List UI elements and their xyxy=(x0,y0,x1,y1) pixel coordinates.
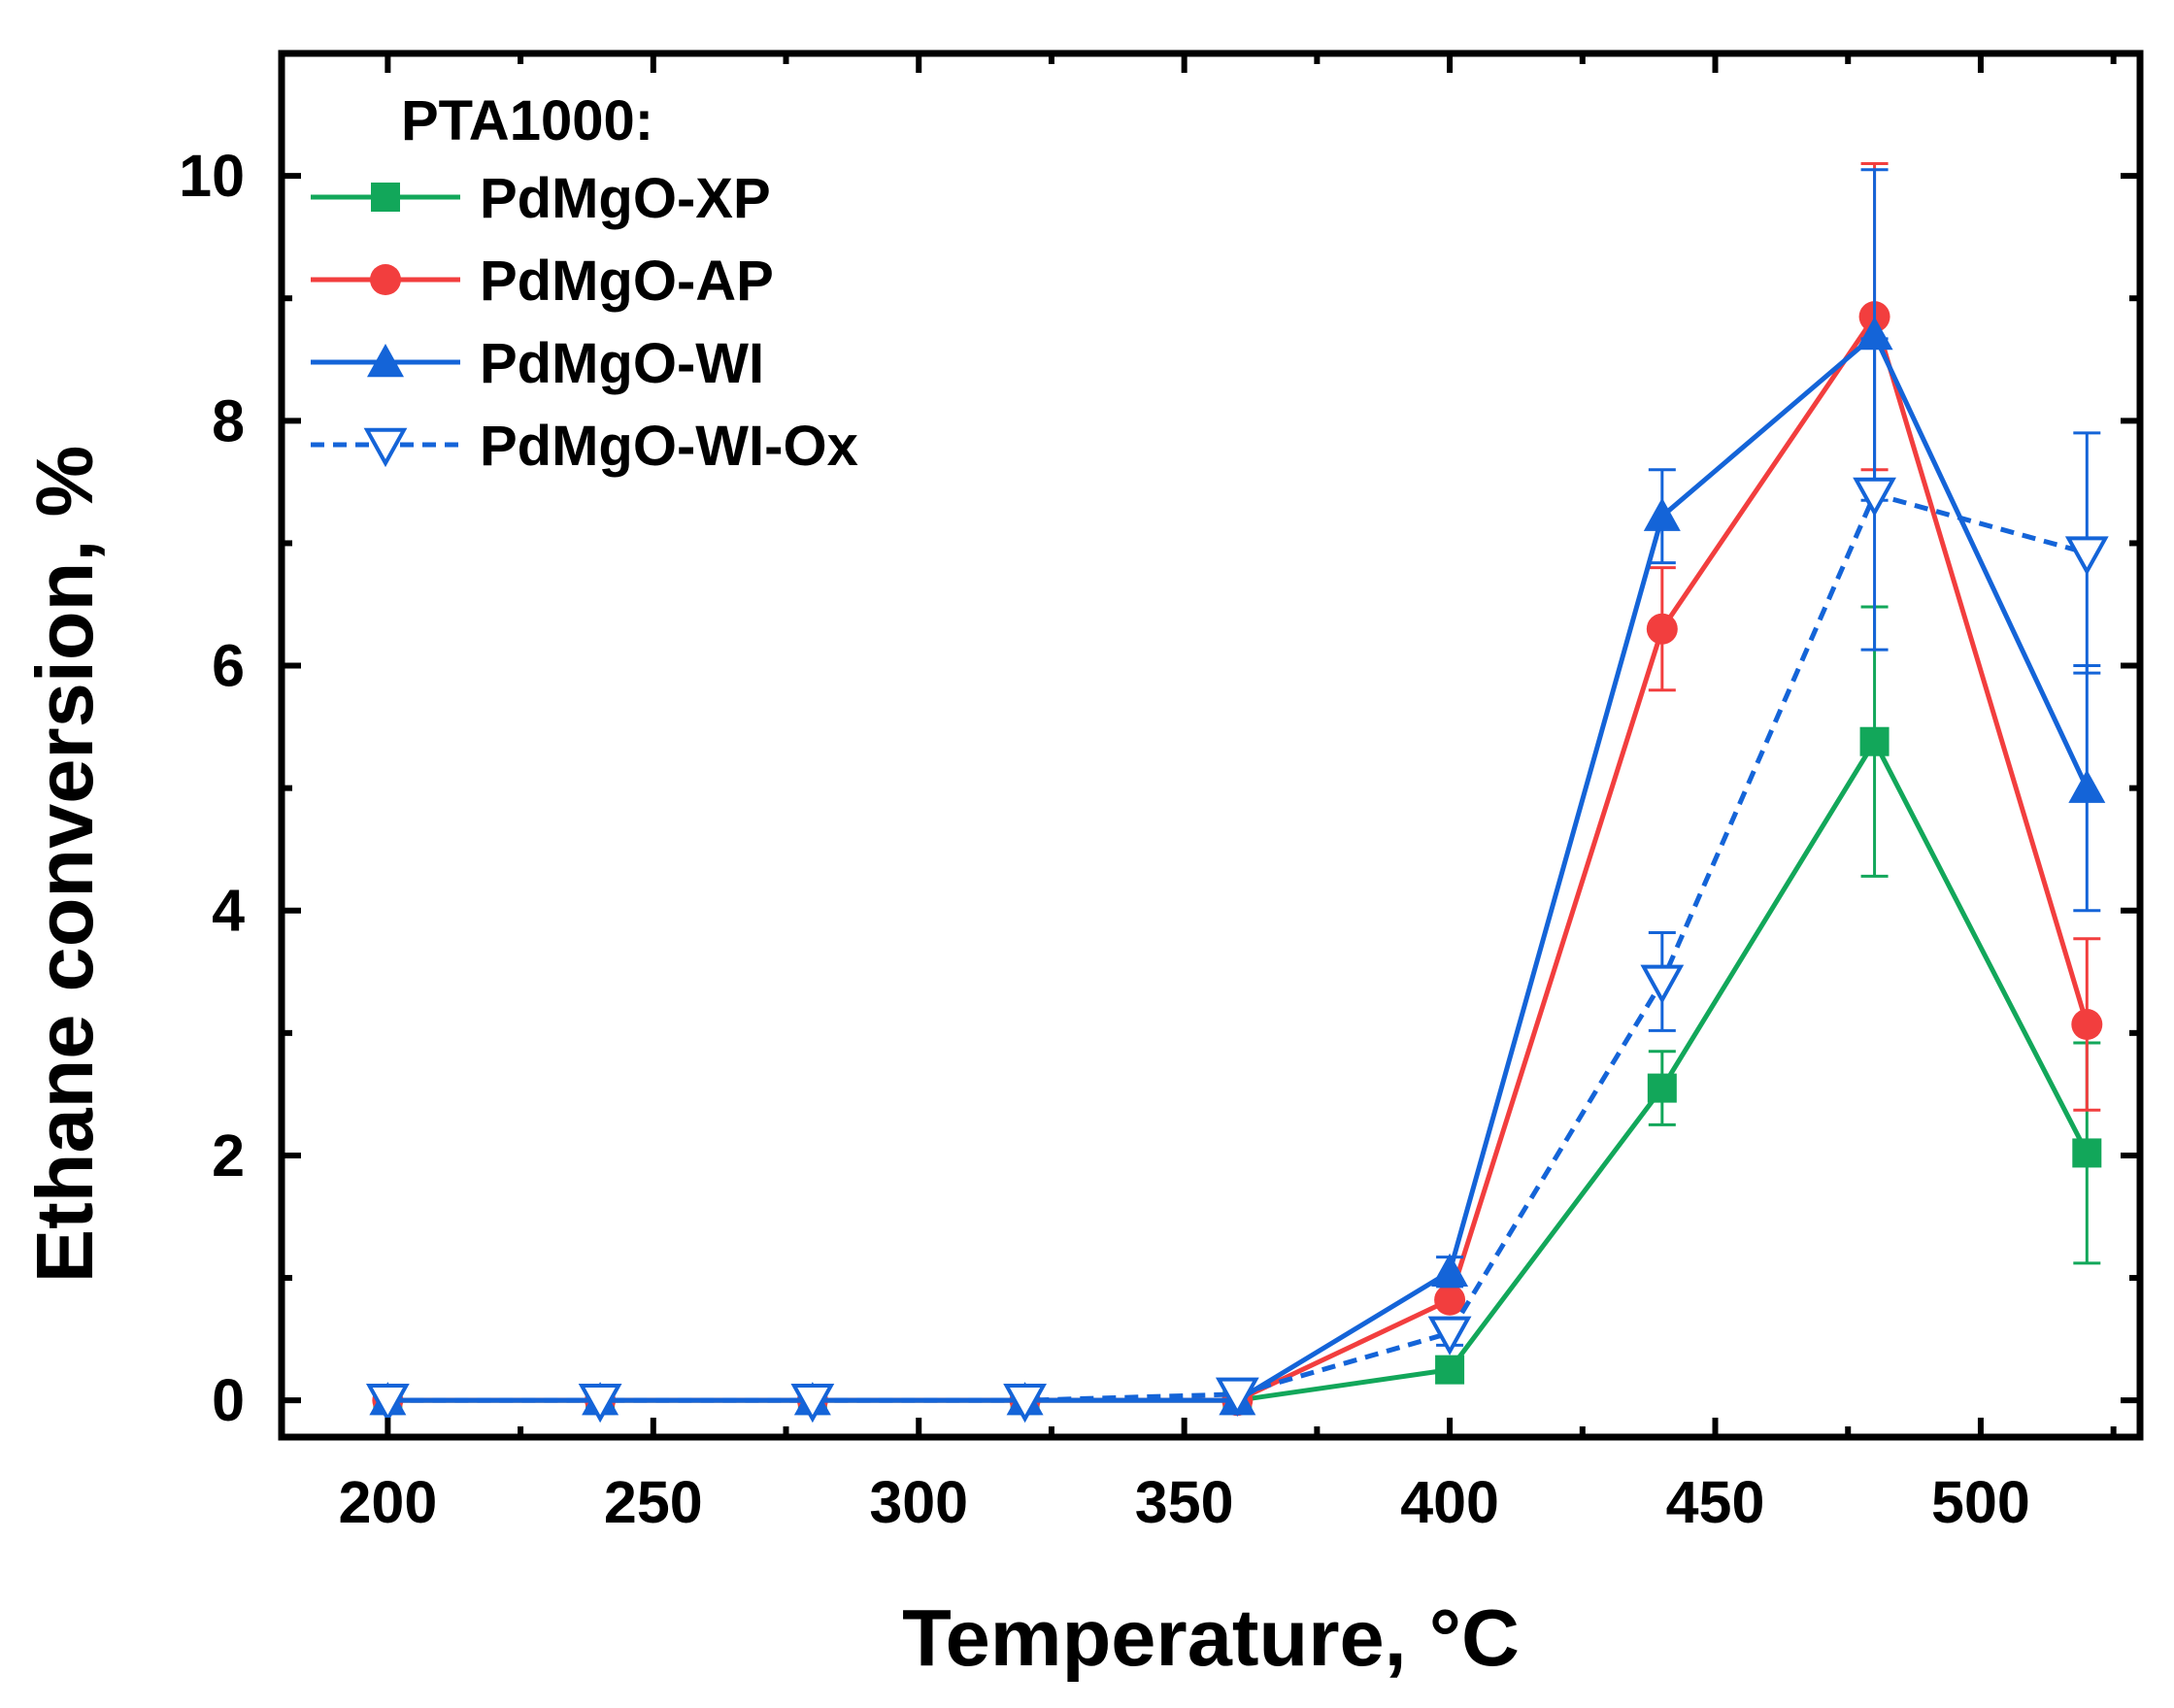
data-point xyxy=(1646,613,1678,645)
data-point xyxy=(1435,1355,1465,1385)
series-line xyxy=(387,331,2090,1403)
legend-item: PdMgO-WI xyxy=(311,332,764,395)
plot-frame xyxy=(278,50,2144,1441)
series-pdmgo-xp xyxy=(373,605,2102,1416)
data-point xyxy=(1434,1284,1466,1316)
x-axis-title: Temperature, °C xyxy=(902,1592,1520,1683)
series-layer xyxy=(365,161,2109,1423)
series-pdmgo-wi-ox xyxy=(365,337,2109,1423)
data-point xyxy=(2072,1138,2102,1168)
series-line xyxy=(387,311,2090,1403)
data-point xyxy=(2064,536,2109,576)
data-point xyxy=(1427,1316,1472,1356)
legend-label: PdMgO-XP xyxy=(480,167,771,230)
data-point xyxy=(1431,1253,1469,1287)
legend: PTA1000: PdMgO-XP PdMgO-AP PdMgO-WI PdMgO-WI… xyxy=(311,89,858,478)
legend-item: PdMgO-XP xyxy=(311,167,771,230)
legend-marker xyxy=(367,344,404,378)
series-line xyxy=(387,490,2088,1403)
x-tick-label: 400 xyxy=(1400,1469,1499,1535)
data-point xyxy=(578,1383,622,1423)
axes-layer: 200 250 300 350 400 450 500 0 2 4 6 8 10 xyxy=(179,50,2140,1535)
data-point xyxy=(1003,1383,1047,1423)
legend-label: PdMgO-AP xyxy=(480,250,774,313)
x-tick-label: 500 xyxy=(1931,1469,2030,1535)
data-point xyxy=(365,1383,410,1423)
data-point xyxy=(1853,477,1896,518)
y-axis-title: Ethane conversion, % xyxy=(19,446,110,1284)
x-tick-label: 300 xyxy=(869,1469,968,1535)
y-tick-label: 10 xyxy=(179,143,245,209)
data-point xyxy=(2071,1009,2103,1041)
data-point xyxy=(790,1383,835,1423)
legend-marker xyxy=(370,264,401,295)
legend-label: PdMgO-WI xyxy=(480,332,764,395)
legend-title: PTA1000: xyxy=(401,89,653,152)
legend-item: PdMgO-AP xyxy=(311,250,774,313)
x-tick-label: 350 xyxy=(1135,1469,1234,1535)
data-point xyxy=(1856,317,1893,351)
y-tick-label: 2 xyxy=(212,1122,245,1189)
y-tick-label: 6 xyxy=(212,633,245,699)
legend-marker xyxy=(363,427,408,468)
data-point xyxy=(1647,1073,1677,1103)
y-tick-label: 8 xyxy=(212,387,245,453)
data-point xyxy=(2068,769,2106,803)
legend-label: PdMgO-WI-Ox xyxy=(480,415,858,478)
y-tick-label: 4 xyxy=(212,878,245,944)
y-tick-label: 0 xyxy=(212,1367,245,1433)
legend-marker xyxy=(371,183,400,212)
data-point xyxy=(1215,1377,1259,1417)
legend-item: PdMgO-WI-Ox xyxy=(311,415,858,478)
series-line xyxy=(387,736,2090,1403)
x-tick-label: 200 xyxy=(338,1469,437,1535)
data-point xyxy=(1643,497,1681,531)
data-point xyxy=(1859,726,1890,756)
data-point xyxy=(1640,964,1685,1005)
x-tick-label: 250 xyxy=(604,1469,703,1535)
x-tick-label: 450 xyxy=(1666,1469,1765,1535)
